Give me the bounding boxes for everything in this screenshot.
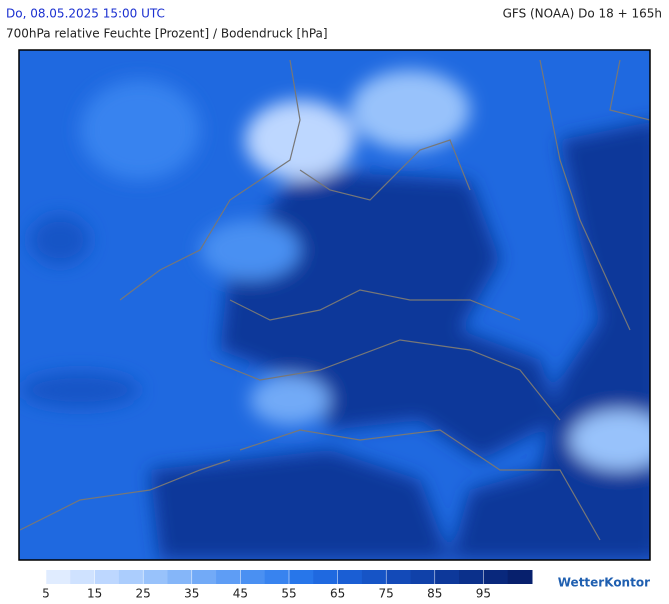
colorbar-swatch xyxy=(191,570,217,584)
colorbar-swatch xyxy=(410,570,436,584)
colorbar-swatch xyxy=(289,570,314,584)
colorbar-swatch xyxy=(264,570,290,584)
colorbar-tick-label: 45 xyxy=(233,587,248,601)
colorbar-swatch xyxy=(46,570,71,584)
colorbar-swatch xyxy=(507,570,533,584)
colorbar-swatch xyxy=(216,570,241,584)
colorbar-swatch xyxy=(337,570,363,584)
subtitle: 700hPa relative Feuchte [Prozent] / Bode… xyxy=(6,27,328,41)
colorbar-swatch xyxy=(459,570,484,584)
colorbar-swatch xyxy=(240,570,266,584)
colorbar-tick-label: 5 xyxy=(42,587,50,601)
model-run: GFS (NOAA) Do 18 + 165h xyxy=(503,7,662,21)
colorbar-tick-label: 65 xyxy=(330,587,345,601)
colorbar-swatch xyxy=(94,570,120,584)
colorbar-swatch xyxy=(434,570,460,584)
colorbar-tick-label: 55 xyxy=(281,587,296,601)
colorbar-swatch xyxy=(386,570,411,584)
colorbar-swatch xyxy=(483,570,509,584)
map-field xyxy=(19,50,650,560)
colorbar-tick-label: 75 xyxy=(379,587,394,601)
datetime: Do, 08.05.2025 15:00 UTC xyxy=(6,7,165,21)
colorbar-tick-label: 85 xyxy=(427,587,442,601)
colorbar-swatch xyxy=(118,570,144,584)
colorbar-swatch xyxy=(361,570,387,584)
colorbar-tick-label: 25 xyxy=(136,587,151,601)
colorbar-tick-label: 15 xyxy=(87,587,102,601)
colorbar-swatch xyxy=(70,570,96,584)
colorbar-swatch xyxy=(167,570,193,584)
colorbar-swatch xyxy=(143,570,168,584)
logo: WetterKontor xyxy=(558,576,650,590)
colorbar-tick-label: 95 xyxy=(476,587,491,601)
colorbar-swatch xyxy=(313,570,339,584)
map-frame xyxy=(18,49,651,561)
colorbar: 5 15 25 35 45 55 65 75 85 95 xyxy=(42,570,533,601)
colorbar-tick-label: 35 xyxy=(184,587,199,601)
